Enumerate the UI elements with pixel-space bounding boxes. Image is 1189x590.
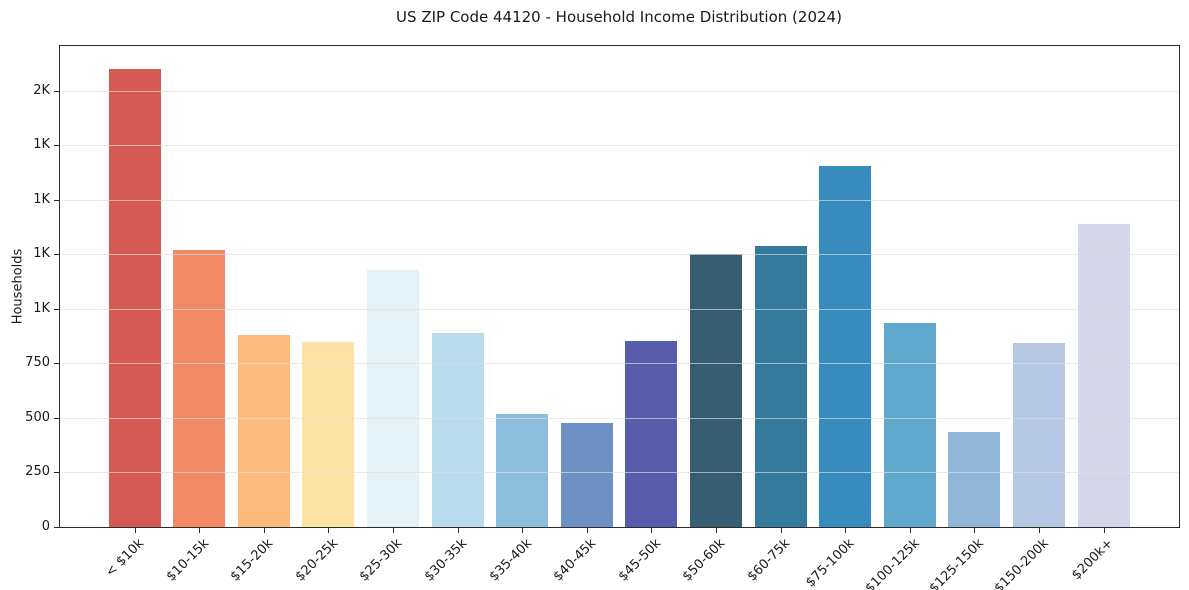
x-tick-label-45-50k: $45-50k [615,536,664,585]
y-tick-label: 1K [33,191,50,207]
y-tick-label: 1K [33,137,50,153]
x-tick-mark [974,528,976,533]
x-tick-mark [909,528,911,533]
x-tick-mark [328,528,330,533]
gridline-1250 [60,254,1179,256]
bar-75-100k [819,165,872,527]
x-tick-mark [1103,528,1105,533]
bar-45-50k [625,340,678,527]
bar-25-30k [366,269,419,527]
x-tick-label-15-20k: $15-20k [227,536,277,585]
bar-50-60k [689,254,742,527]
x-tick-label-50-60k: $50-60k [680,536,729,585]
x-tick-mark [134,528,136,533]
gridline-750 [60,363,1179,365]
bar-20-25k [302,341,355,527]
x-tick-label-60-75k: $60-75k [744,536,794,585]
gridline-250 [60,472,1179,474]
bar-100-125k [883,323,936,527]
x-tick-label-25-30k: $25-30k [357,536,406,585]
y-tick-mark [54,417,59,419]
bar-10k [108,68,161,527]
y-tick-mark [54,90,59,92]
chart-title: US ZIP Code 44120 - Household Income Dis… [396,8,842,26]
x-tick-mark [586,528,588,533]
y-tick-mark [54,145,59,147]
x-tick-label-10-15k: $10-15k [163,536,212,585]
bar-10-15k [173,249,226,527]
y-tick-label: 1K [33,246,50,262]
gridline-1750 [60,145,1179,147]
bar-200k [1077,223,1130,527]
y-tick-label: 250 [25,464,50,480]
y-tick-label: 0 [41,519,50,534]
y-tick-label: 2K [33,82,50,98]
gridline-2000 [60,90,1179,92]
gridline-1000 [60,308,1179,310]
y-tick-label: 500 [25,409,50,425]
x-tick-mark [392,528,394,533]
x-tick-mark [780,528,782,533]
x-tick-label-150-200k: $150-200k [991,536,1052,590]
x-tick-mark [651,528,653,533]
gridline-1500 [60,199,1179,201]
x-tick-label-125-150k: $125-150k [926,536,987,590]
y-tick-label: 1K [33,300,50,316]
x-tick-mark [199,528,201,533]
y-tick-mark [54,363,59,365]
x-tick-label-35-40k: $35-40k [486,536,535,585]
bar-35-40k [496,413,549,527]
y-tick-mark [54,308,59,310]
y-tick-mark [54,254,59,256]
x-tick-label-40-45k: $40-45k [550,536,600,585]
x-tick-label-200k: $200k+ [1069,536,1117,584]
bar-30-35k [431,332,484,527]
bar-60-75k [754,245,807,527]
x-tick-label-20-25k: $20-25k [292,536,341,585]
gridline-500 [60,417,1179,419]
x-tick-label-100-125k: $100-125k [862,536,923,590]
y-tick-mark [54,472,59,474]
x-tick-label-30-35k: $30-35k [421,536,471,585]
y-tick-mark [54,527,59,528]
plot-area [59,45,1180,528]
y-tick-mark [54,199,59,201]
x-tick-mark [522,528,524,533]
bar-150-200k [1012,342,1065,527]
bar-15-20k [237,335,290,527]
bar-125-150k [948,432,1001,527]
x-tick-mark [845,528,847,533]
bar-40-45k [560,423,613,527]
x-tick-mark [715,528,717,533]
y-tick-label: 750 [25,355,50,371]
x-tick-label-75-100k: $75-100k [803,536,858,590]
x-tick-mark [263,528,265,533]
x-tick-mark [457,528,459,533]
x-tick-label-10k: < $10k [103,536,148,581]
x-tick-mark [1038,528,1040,533]
